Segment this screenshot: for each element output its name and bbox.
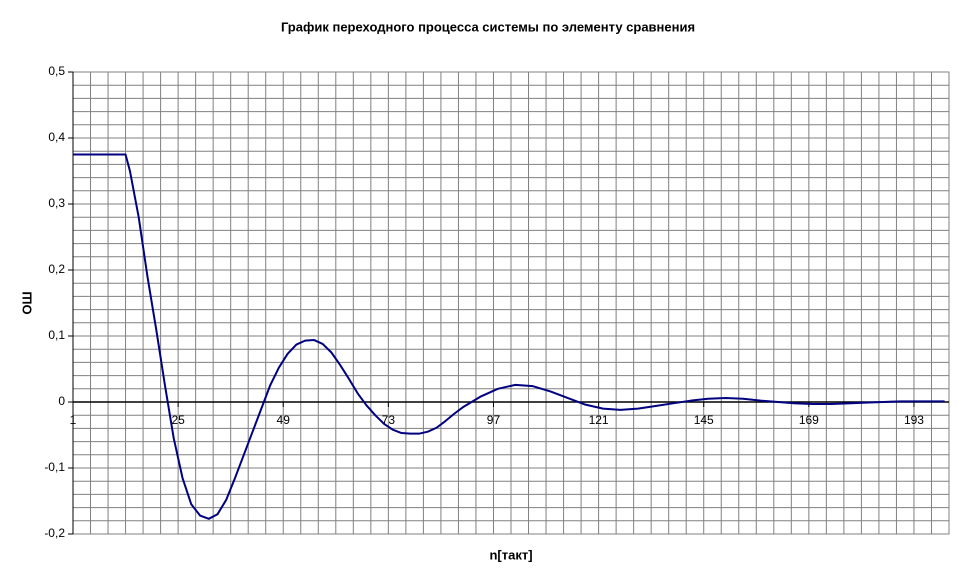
x-tick-label: 73: [382, 413, 396, 427]
y-axis-title: ОШ: [19, 291, 34, 314]
y-tick-label: -0,1: [44, 460, 65, 474]
y-tick-label: 0,3: [48, 196, 65, 210]
y-tick-label: 0,5: [48, 64, 65, 78]
x-tick-label: 193: [904, 413, 924, 427]
x-tick-label: 1: [70, 413, 77, 427]
y-tick-label: 0,2: [48, 262, 65, 276]
y-tick-label: 0: [58, 394, 65, 408]
x-axis-title: n[такт]: [489, 547, 532, 562]
x-tick-label: 121: [589, 413, 609, 427]
x-tick-label: 145: [694, 413, 714, 427]
y-tick-label: -0,2: [44, 526, 65, 540]
y-tick-label: 0,1: [48, 328, 65, 342]
x-tick-label: 169: [799, 413, 819, 427]
y-tick-label: 0,4: [48, 130, 65, 144]
x-tick-label: 25: [171, 413, 185, 427]
data-line: [73, 153, 945, 520]
chart-title: График переходного процесса системы по э…: [281, 19, 695, 34]
x-tick-label: 49: [277, 413, 291, 427]
x-tick-label: 97: [487, 413, 501, 427]
